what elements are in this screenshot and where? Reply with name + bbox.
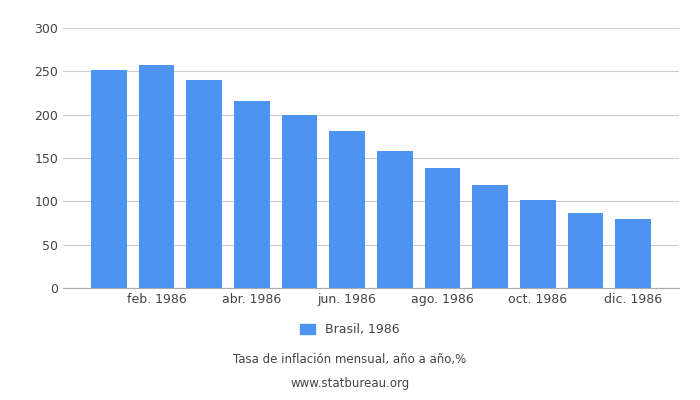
Bar — [139, 65, 174, 288]
Bar — [234, 101, 270, 288]
Bar — [473, 185, 508, 288]
Bar — [568, 214, 603, 288]
Bar — [377, 151, 413, 288]
Text: Tasa de inflación mensual, año a año,%: Tasa de inflación mensual, año a año,% — [233, 354, 467, 366]
Legend: Brasil, 1986: Brasil, 1986 — [295, 318, 405, 341]
Bar — [425, 168, 461, 288]
Bar — [615, 219, 651, 288]
Bar — [281, 115, 317, 288]
Bar — [186, 80, 222, 288]
Bar — [520, 200, 556, 288]
Text: www.statbureau.org: www.statbureau.org — [290, 378, 410, 390]
Bar — [329, 131, 365, 288]
Bar — [91, 70, 127, 288]
